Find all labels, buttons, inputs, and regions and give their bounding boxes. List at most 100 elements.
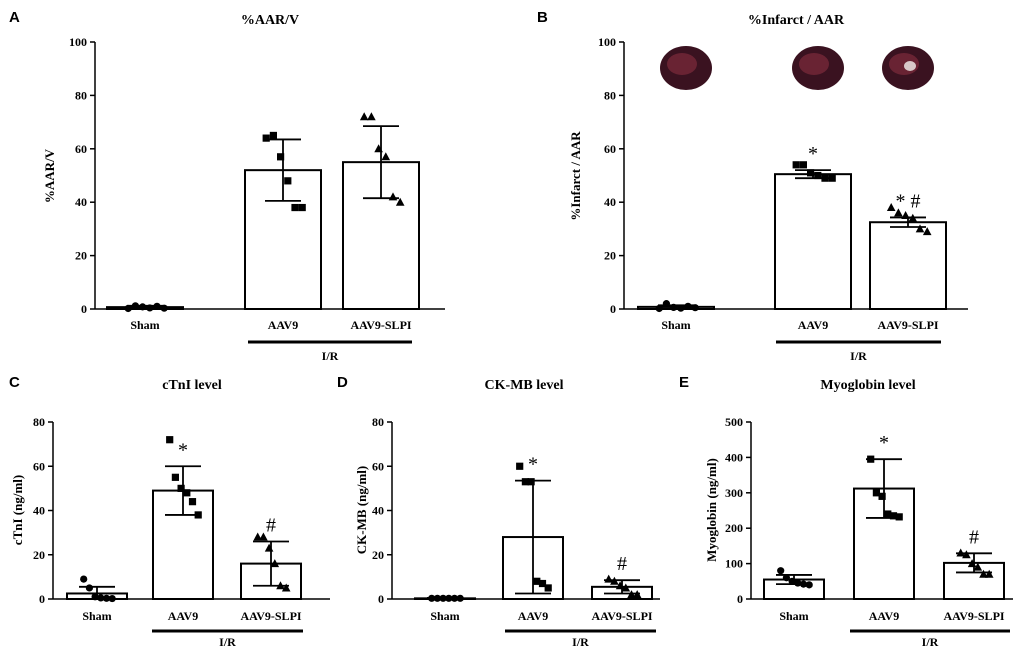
y-tick-label: 200	[725, 521, 743, 535]
data-point	[516, 462, 524, 470]
data-point	[395, 197, 405, 206]
y-tick-label: 20	[75, 249, 87, 263]
x-tick-label: Sham	[82, 609, 111, 623]
data-point	[124, 304, 132, 313]
data-point	[691, 304, 699, 312]
data-point	[794, 579, 802, 587]
data-point	[264, 543, 274, 552]
data-point	[97, 594, 105, 602]
data-point	[662, 300, 671, 308]
y-tick-label: 40	[75, 195, 87, 209]
data-point	[91, 593, 99, 601]
y-tick-label: 300	[725, 486, 743, 500]
x-tick-label: AAV9	[798, 318, 828, 332]
x-tick-label: AAV9	[869, 609, 899, 623]
panel-letter: D	[337, 374, 348, 391]
y-tick-label: 80	[33, 415, 45, 429]
group-label: I/R	[850, 349, 867, 363]
data-point	[277, 153, 285, 161]
panel-d: D CK-MB level CK-MB (ng/ml) 0 20 40 60 80 Sham AA…	[337, 374, 660, 649]
heart-lumen	[904, 61, 916, 71]
data-point	[777, 567, 785, 575]
x-tick-label: AAV9-SLPI	[877, 318, 938, 332]
bar	[869, 221, 947, 311]
y-tick-label: 100	[598, 35, 616, 49]
data-point	[284, 177, 292, 185]
x-tick-label: AAV9-SLPI	[350, 318, 411, 332]
data-point	[253, 532, 262, 541]
y-tick-label: 400	[725, 450, 743, 464]
y-tick-label: 0	[378, 592, 384, 606]
data-point	[259, 532, 268, 541]
data-point	[102, 594, 111, 602]
data-point	[604, 574, 613, 583]
data-point	[131, 302, 139, 310]
data-point	[886, 203, 896, 212]
group-label: I/R	[322, 349, 339, 363]
data-point	[359, 112, 369, 121]
sham-heart-image	[660, 46, 712, 90]
data-point	[139, 303, 147, 311]
y-tick-label: 20	[33, 548, 45, 562]
significance-marker: *	[528, 454, 538, 476]
data-point	[450, 594, 459, 602]
data-point	[621, 583, 631, 592]
data-point	[615, 581, 625, 590]
data-point	[828, 174, 836, 182]
data-point	[166, 436, 174, 444]
data-point	[872, 489, 880, 497]
data-point	[632, 590, 642, 599]
data-point	[276, 581, 285, 590]
data-point	[538, 579, 547, 588]
panel-a: A %AAR/V %AAR/V 0 20 40 60 80 100 Sham AAV9 AAV9-SL…	[9, 9, 445, 363]
data-point	[160, 304, 168, 312]
group-label: I/R	[922, 635, 939, 649]
data-point	[973, 562, 983, 571]
y-tick-label: 20	[372, 548, 384, 562]
y-tick-label: 100	[725, 557, 743, 571]
y-tick-label: 500	[725, 415, 743, 429]
significance-marker: *	[178, 439, 188, 461]
data-point	[433, 594, 441, 602]
data-point	[984, 569, 994, 578]
x-tick-label: AAV9	[268, 318, 298, 332]
significance-marker: *	[879, 432, 889, 454]
panel-letter: C	[9, 374, 20, 391]
data-point	[814, 171, 822, 180]
data-point	[388, 192, 398, 201]
data-point	[80, 575, 88, 583]
data-point	[194, 511, 202, 519]
y-tick-label: 80	[604, 88, 616, 102]
data-point	[889, 512, 898, 520]
data-point	[908, 213, 918, 222]
data-point	[792, 161, 800, 169]
heart-section-highlight	[667, 53, 697, 75]
chart-title: Myoglobin level	[820, 378, 915, 393]
y-tick-label: 0	[39, 592, 45, 606]
data-point	[108, 594, 116, 603]
data-point	[782, 574, 791, 582]
data-point	[367, 112, 376, 121]
y-tick-label: 0	[81, 302, 87, 316]
x-tick-label: Sham	[661, 318, 690, 332]
data-point	[901, 211, 910, 220]
data-point	[298, 203, 306, 212]
y-axis-label: CK-MB (ng/ml)	[354, 466, 369, 554]
data-point	[374, 144, 383, 153]
panel-letter: A	[9, 9, 20, 26]
y-axis-label: Myoglobin (ng/ml)	[704, 458, 719, 562]
y-tick-label: 0	[610, 302, 616, 316]
data-point	[270, 559, 280, 568]
y-tick-label: 40	[372, 504, 384, 518]
data-point	[967, 559, 977, 568]
significance-marker: #	[617, 553, 627, 575]
data-point	[146, 304, 154, 312]
data-point	[177, 484, 185, 492]
x-tick-label: AAV9-SLPI	[591, 609, 652, 623]
data-point	[439, 594, 447, 602]
panel-e: E Myoglobin level Myoglobin (ng/ml) 0 100 200…	[679, 374, 1013, 649]
data-point	[262, 134, 270, 142]
y-tick-label: 60	[372, 459, 384, 473]
